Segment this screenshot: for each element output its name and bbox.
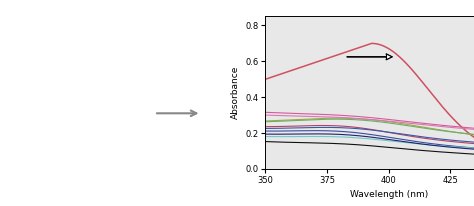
- Pb²⁺: [410, 134, 416, 137]
- Cd²⁺: [396, 119, 401, 122]
- Ag⁺: [380, 44, 386, 47]
- Hg²⁺: [396, 121, 401, 123]
- Bi³⁺: [465, 146, 471, 149]
- Ca²⁺: [263, 135, 268, 138]
- Bi³⁺: [396, 138, 402, 140]
- blank: [263, 140, 268, 143]
- Ca²⁺: [382, 139, 387, 142]
- Ag⁺: [396, 55, 402, 58]
- blank: [465, 152, 470, 155]
- Na⁺: [410, 125, 416, 128]
- Hg²⁺: [380, 119, 385, 122]
- Cu²⁺: [410, 142, 416, 144]
- Line: blank: blank: [265, 142, 474, 156]
- Na⁺: [263, 121, 268, 123]
- Ca²⁺: [465, 146, 471, 149]
- Cd²⁺: [263, 111, 268, 114]
- Pb²⁺: [322, 126, 328, 129]
- Line: Cu²⁺: Cu²⁺: [265, 134, 474, 152]
- Cu²⁺: [313, 133, 319, 135]
- Pb²⁺: [380, 130, 386, 133]
- Ag⁺: [263, 78, 268, 81]
- Line: Cd²⁺: Cd²⁺: [265, 112, 474, 131]
- Cd²⁺: [380, 118, 385, 120]
- Ca²⁺: [396, 141, 402, 143]
- Hg²⁺: [381, 119, 387, 122]
- Pb²⁺: [382, 130, 387, 133]
- Line: Fe³⁺: Fe³⁺: [265, 125, 474, 146]
- Na⁺: [380, 121, 386, 123]
- Cd²⁺: [381, 118, 387, 120]
- Cu²⁺: [382, 138, 387, 140]
- Line: Na⁺: Na⁺: [265, 119, 474, 137]
- Fe³⁺: [410, 135, 416, 138]
- Line: Co²⁺: Co²⁺: [265, 118, 474, 139]
- Hg²⁺: [465, 128, 470, 130]
- Hg²⁺: [263, 114, 268, 116]
- Ag⁺: [369, 42, 374, 45]
- Bi³⁺: [410, 140, 416, 142]
- Ca²⁺: [410, 142, 416, 145]
- Cu²⁺: [380, 137, 386, 140]
- Co²⁺: [465, 133, 471, 135]
- Ag⁺: [410, 69, 416, 72]
- Cu²⁺: [263, 133, 268, 135]
- Ag⁺: [465, 131, 471, 134]
- Na⁺: [465, 132, 471, 135]
- X-axis label: Wavelength (nm): Wavelength (nm): [349, 190, 428, 199]
- Fe³⁺: [382, 130, 387, 133]
- Cu²⁺: [465, 147, 471, 150]
- Bi³⁺: [312, 129, 318, 132]
- Co²⁺: [410, 124, 416, 126]
- Ag⁺: [382, 45, 387, 48]
- Co²⁺: [335, 117, 340, 119]
- Bi³⁺: [380, 135, 386, 138]
- Fe³⁺: [319, 124, 325, 127]
- Y-axis label: Absorbance: Absorbance: [231, 66, 240, 119]
- Line: Ag⁺: Ag⁺: [265, 43, 474, 154]
- Cd²⁺: [465, 126, 470, 129]
- Line: Bi³⁺: Bi³⁺: [265, 131, 474, 151]
- Cd²⁺: [409, 121, 415, 123]
- Ca²⁺: [380, 139, 386, 142]
- Fe³⁺: [396, 133, 402, 136]
- Fe³⁺: [380, 130, 386, 133]
- Na⁺: [396, 123, 402, 126]
- Co²⁺: [396, 122, 402, 124]
- Fe³⁺: [465, 142, 471, 144]
- Cu²⁺: [396, 140, 402, 142]
- Na⁺: [382, 121, 387, 124]
- Na⁺: [332, 118, 338, 120]
- Co²⁺: [380, 120, 386, 122]
- blank: [380, 146, 385, 148]
- Fe³⁺: [263, 125, 268, 128]
- Ca²⁺: [313, 135, 319, 138]
- Pb²⁺: [465, 140, 471, 143]
- Bi³⁺: [263, 130, 268, 132]
- Hg²⁺: [409, 122, 415, 125]
- Co²⁺: [263, 120, 268, 122]
- Bi³⁺: [382, 135, 387, 138]
- Line: Ca²⁺: Ca²⁺: [265, 137, 474, 150]
- Pb²⁺: [396, 132, 402, 135]
- Line: Pb²⁺: Pb²⁺: [265, 127, 474, 145]
- blank: [396, 147, 401, 150]
- blank: [409, 148, 415, 151]
- Pb²⁺: [263, 127, 268, 130]
- Line: Hg²⁺: Hg²⁺: [265, 115, 474, 132]
- Co²⁺: [382, 120, 387, 122]
- blank: [381, 146, 387, 148]
